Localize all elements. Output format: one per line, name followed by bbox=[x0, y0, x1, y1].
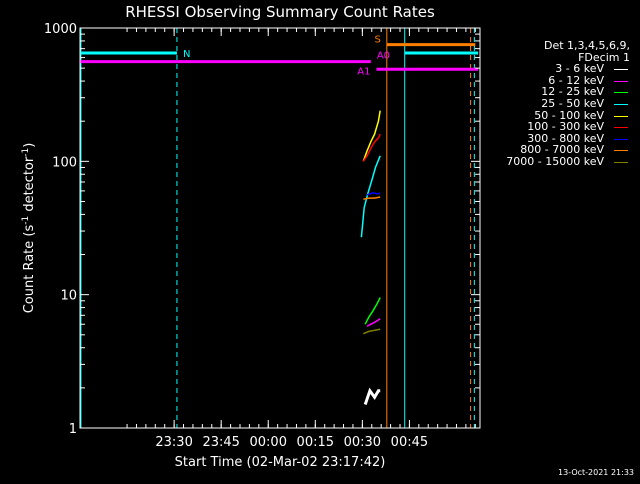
plot-frame bbox=[79, 27, 481, 429]
legend-entry: 800 - 7000 keV bbox=[484, 144, 630, 156]
legend-swatch bbox=[614, 150, 628, 152]
legend-swatch bbox=[614, 80, 628, 82]
x-tick-label: 00:00 bbox=[250, 435, 287, 450]
legend-entry-label: 100 - 300 keV bbox=[527, 120, 604, 134]
state-bar-label: N bbox=[183, 49, 190, 60]
legend-swatch bbox=[614, 92, 628, 94]
chart-title: RHESSI Observing Summary Count Rates bbox=[125, 3, 435, 21]
series-line-3 bbox=[360, 155, 381, 238]
state-bar-label: A1 bbox=[357, 66, 370, 77]
state-bar-label: A0 bbox=[377, 51, 390, 62]
count-rate-series bbox=[360, 110, 381, 405]
legend-entry-label: 800 - 7000 keV bbox=[520, 143, 604, 157]
legend-entry: 300 - 800 keV bbox=[484, 133, 630, 145]
series-line-4 bbox=[362, 110, 381, 162]
legend-entry-label: 7000 - 15000 keV bbox=[506, 154, 604, 168]
legend-entry-label: 50 - 100 keV bbox=[534, 108, 604, 122]
x-tick-label: 00:15 bbox=[297, 435, 334, 450]
legend-entry: 7000 - 15000 keV bbox=[484, 156, 630, 168]
legend-entry: 100 - 300 keV bbox=[484, 121, 630, 133]
y-tick-label: 10 bbox=[60, 289, 77, 304]
legend-entries: 3 - 6 keV 6 - 12 keV 12 - 25 keV 25 - 50 ke… bbox=[484, 63, 630, 167]
legend-entry-label: 300 - 800 keV bbox=[527, 131, 604, 145]
y-tick-label: 100 bbox=[52, 155, 77, 170]
x-tick-label: 23:30 bbox=[155, 435, 192, 450]
legend-entry-label: 6 - 12 keV bbox=[548, 73, 604, 87]
series-line-7 bbox=[363, 196, 381, 200]
y-axis-label: Count Rate (s-1 detector-1) bbox=[21, 143, 37, 314]
legend-entry: 6 - 12 keV bbox=[484, 75, 630, 87]
series-line-0 bbox=[363, 387, 381, 405]
series-line-6 bbox=[366, 192, 381, 196]
legend-entry-label: 3 - 6 keV bbox=[555, 62, 604, 76]
legend-entry: 12 - 25 keV bbox=[484, 86, 630, 98]
legend-entry: 3 - 6 keV bbox=[484, 63, 630, 75]
vertical-markers bbox=[80, 28, 475, 428]
legend-entry: 50 - 100 keV bbox=[484, 108, 630, 122]
legend-swatch bbox=[614, 69, 628, 71]
x-tick-label: 00:30 bbox=[344, 435, 381, 450]
legend-swatch bbox=[614, 127, 628, 129]
legend-header-line-1: Det 1,3,4,5,6,9, bbox=[543, 39, 630, 52]
x-tick-label: 00:45 bbox=[391, 435, 428, 450]
series-line-8 bbox=[363, 328, 381, 335]
attenuator-bars: N A0 A1 S bbox=[80, 35, 479, 77]
legend-entry: 25 - 50 keV bbox=[484, 98, 630, 110]
y-axis-label-sup2: -1 bbox=[21, 148, 31, 157]
legend: Det 1,3,4,5,6,9, FDecim 1 3 - 6 keV 6 - 1… bbox=[484, 40, 630, 168]
y-axis-label-sup1: -1 bbox=[21, 216, 31, 225]
legend-swatch bbox=[614, 115, 628, 117]
legend-swatch bbox=[614, 103, 628, 105]
legend-entry-label: 25 - 50 keV bbox=[541, 96, 604, 110]
legend-swatch bbox=[614, 161, 628, 163]
series-line-1 bbox=[366, 318, 381, 327]
state-bar-label: S bbox=[374, 35, 380, 46]
y-tick-label: 1 bbox=[69, 422, 77, 437]
x-tick-label: 23:45 bbox=[202, 435, 239, 450]
y-axis-label-end: ) bbox=[22, 143, 37, 148]
y-axis-label-mid: detector bbox=[22, 156, 37, 216]
series-line-5 bbox=[362, 133, 381, 162]
series-line-2 bbox=[364, 297, 381, 325]
legend-swatch bbox=[614, 138, 628, 140]
legend-header-line-2: FDecim 1 bbox=[578, 50, 630, 64]
y-tick-label: 1000 bbox=[44, 22, 77, 37]
generation-timestamp: 13-Oct-2021 21:33 bbox=[558, 468, 634, 477]
x-axis-label: Start Time (02-Mar-02 23:17:42) bbox=[175, 455, 386, 470]
y-axis-label-main: Count Rate (s bbox=[22, 225, 37, 314]
plot-axes: 1 10 100 1000 23:30 23:45 00:00 00:15 00:30 00:45 bbox=[44, 22, 481, 450]
legend-entry-label: 12 - 25 keV bbox=[541, 85, 604, 99]
